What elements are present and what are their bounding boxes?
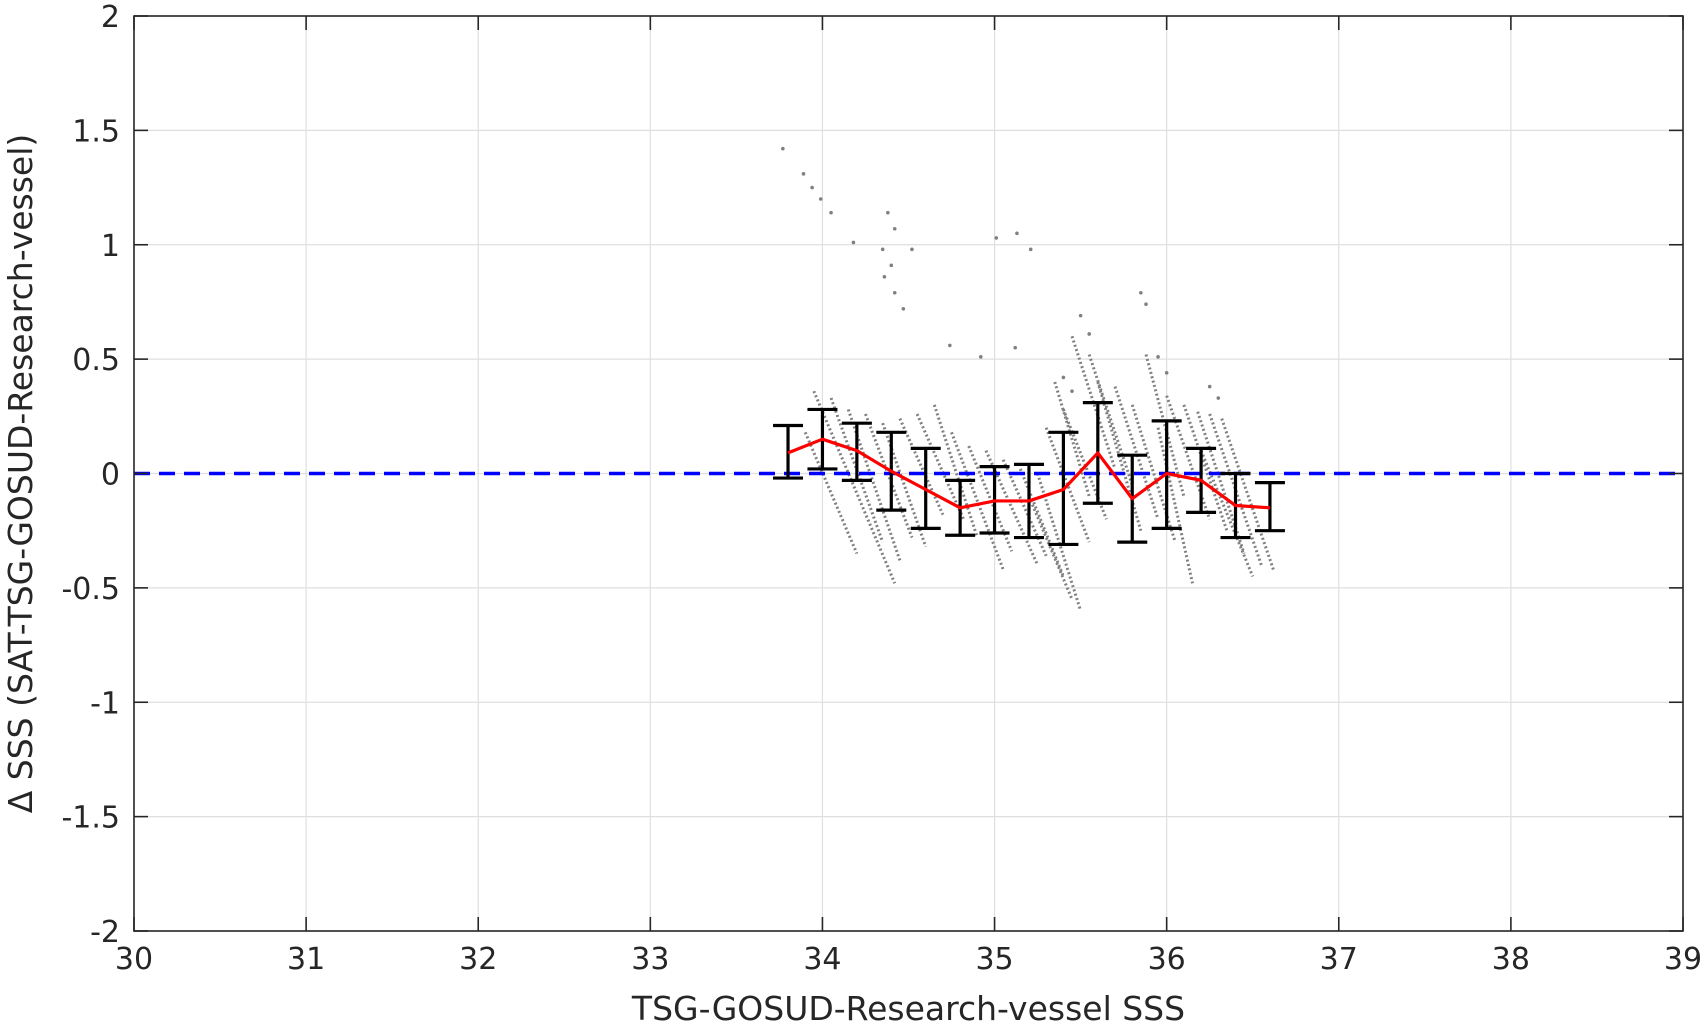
scatter-streak <box>803 431 859 555</box>
scatter-streak <box>898 417 945 516</box>
scatter-point <box>889 263 894 268</box>
scatter-point <box>901 307 906 311</box>
scatter-point <box>829 210 833 215</box>
scatter-point <box>1156 355 1160 359</box>
x-tick-label: 34 <box>803 942 841 977</box>
scatter-streak <box>915 413 965 520</box>
scatter-point <box>1061 375 1066 380</box>
scatter-streak <box>1113 386 1160 520</box>
y-tick-label: -2 <box>90 915 120 950</box>
y-tick-label: 0.5 <box>72 343 120 378</box>
scatter-point <box>1015 231 1019 236</box>
scatter-point <box>1087 332 1092 336</box>
scatter-point <box>892 290 897 295</box>
scatter-point <box>1216 396 1221 400</box>
scatter-point <box>1207 384 1212 389</box>
scatter-streak <box>950 431 1005 571</box>
x-tick-label: 37 <box>1320 942 1358 977</box>
scatter-streak <box>1018 468 1065 577</box>
mean-line <box>787 437 1271 510</box>
y-tick-label: -1 <box>90 686 120 721</box>
scatter-point <box>948 343 952 348</box>
x-tick-label: 32 <box>459 942 497 977</box>
y-tick-label: 1.5 <box>72 114 120 149</box>
scatter-point <box>1078 313 1083 318</box>
y-tick-label: 2 <box>101 0 120 35</box>
scatter-point <box>892 226 897 231</box>
axes-layer <box>133 15 1684 932</box>
y-tick-label: -0.5 <box>61 572 120 607</box>
y-tick-label: 0 <box>101 458 120 493</box>
scatter-point <box>1144 302 1148 307</box>
scatter-point <box>978 355 983 359</box>
x-axis-title: TSG-GOSUD-Research-vessel SSS <box>631 989 1185 1028</box>
scatter-streak <box>881 422 928 548</box>
scatter-point <box>851 240 856 245</box>
scatter-streak <box>1036 473 1083 612</box>
scatter-streak <box>1053 381 1091 497</box>
scatter-streak <box>812 390 897 584</box>
scatter-point <box>1164 371 1169 375</box>
scatter-point <box>1070 389 1074 393</box>
x-tick-label: 38 <box>1492 942 1530 977</box>
scatter-point <box>818 197 823 201</box>
x-tick-label: 39 <box>1664 942 1702 977</box>
y-tick-label: -1.5 <box>61 801 120 836</box>
scatter-point <box>781 146 785 151</box>
scatter-streak <box>984 450 1039 566</box>
scatter-streak <box>1087 354 1134 486</box>
scatter-streak <box>1027 495 1074 600</box>
scatter-streak <box>1130 404 1177 543</box>
x-tick-label: 36 <box>1148 942 1186 977</box>
scatter-streak <box>932 404 979 539</box>
scatter-point <box>810 185 814 190</box>
x-tick-label: 30 <box>115 942 153 977</box>
tick-label-layer: 30 31 32 33 34 35 36 37 38 39 -2 -1.5 -1 -0.5 0 0.5 1 1.5… <box>61 0 1702 977</box>
scatter-streak <box>1144 354 1186 497</box>
scatter-point <box>880 247 885 252</box>
x-tick-label: 33 <box>631 942 669 977</box>
scatter-point <box>910 247 914 252</box>
scatter-streak <box>864 413 914 539</box>
y-axis-title: Δ SSS (SAT-TSG-GOSUD-Research-vessel) <box>1 134 40 814</box>
scatter-point <box>1013 345 1018 350</box>
scatter-point <box>801 172 806 176</box>
scatter-layer <box>781 146 1275 612</box>
scatter-point <box>1139 290 1143 295</box>
scatter-point <box>1028 247 1033 252</box>
y-tick-label: 1 <box>101 229 120 264</box>
x-tick-label: 31 <box>287 942 325 977</box>
scatter-streak <box>1199 450 1255 578</box>
mean-line-layer <box>787 437 1271 510</box>
scatter-streak <box>1070 335 1117 470</box>
x-tick-label: 35 <box>975 942 1013 977</box>
scatter-point <box>994 236 999 240</box>
scatter-streak <box>1220 418 1275 571</box>
scatter-point <box>886 210 890 215</box>
scatter-point <box>882 274 887 279</box>
